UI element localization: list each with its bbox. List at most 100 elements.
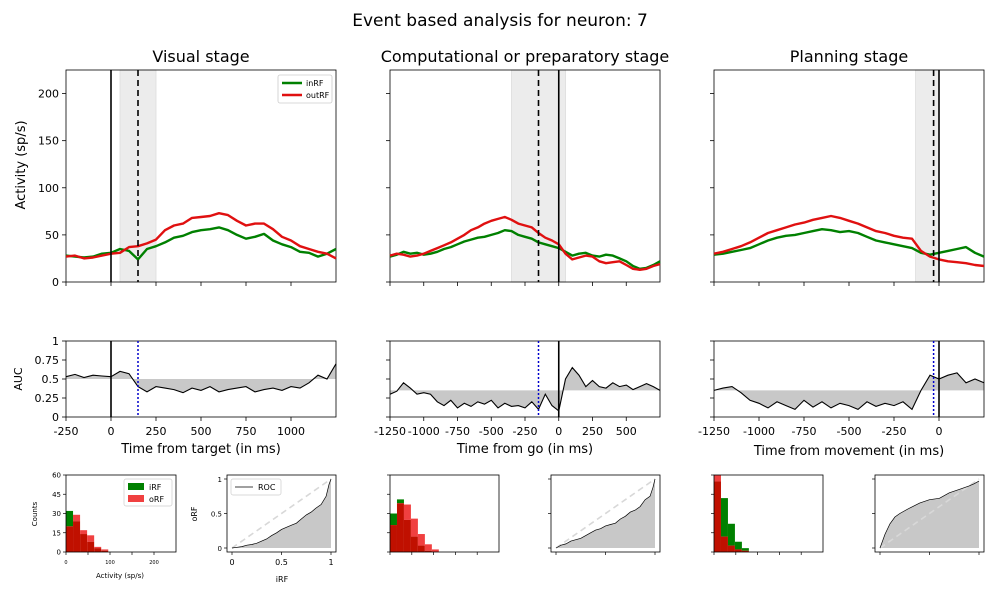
auc-significance-fill [390,367,660,411]
y-tick-label: 200 [38,88,59,101]
x-tick-label: 0 [555,425,562,438]
x-tick-label: 0 [229,558,234,567]
x-tick-label: -1000 [408,425,440,438]
y-tick-label: 0 [52,411,59,424]
histogram-bar-overlap [741,550,749,552]
roc-x-axis-label: iRF [276,575,289,584]
visual-stage-activity-panel: Visual stage Activity (sp/s) 0 50 100 150 20… [14,47,337,289]
y-tick-label: 50 [45,229,59,242]
x-tick-label: -250 [54,425,79,438]
planning-auc-x-axis-label: Time from movement (in ms) [753,444,944,459]
histogram-bar-overlap [396,503,404,552]
activity-y-axis-label: Activity (sp/s) [14,120,29,209]
x-tick-label: 750 [236,425,257,438]
y-tick-label: 150 [38,135,59,148]
computational-stage-title: Computational or preparatory stage [381,47,670,66]
legend-label-inrf: inRF [306,79,324,88]
histogram-bar [66,510,74,527]
x-tick-label: -250 [882,425,907,438]
x-tick-label: 0.5 [275,558,288,567]
x-tick-label: -500 [837,425,862,438]
histogram-bar-overlap [403,519,411,552]
legend-label-outrf: outRF [306,91,330,100]
histogram-bar [727,523,735,546]
roc-area-fill [556,479,655,548]
activity-legend: inRF outRF [277,74,333,104]
computational-auc-x-axis-label: Time from go (in ms) [456,442,593,457]
plot-frame [713,69,985,283]
computational-stage-roc-panel [548,474,661,555]
series-line-outrf [65,211,337,260]
legend-swatch-orf [128,495,144,502]
histogram-bar-overlap [87,541,95,552]
histogram-bar [396,499,404,504]
roc-curve [879,480,980,549]
planning-stage-roc-panel [872,474,985,555]
histogram-bar-overlap [734,549,742,552]
planning-stage-title: Planning stage [790,47,908,66]
x-tick-label: 100 [105,560,115,566]
y-tick-label: 30 [52,510,61,518]
x-tick-label: 1000 [277,425,305,438]
series-line-inrf [389,228,661,270]
x-tick-label: 0 [64,560,67,566]
roc-area-fill [880,481,979,548]
y-tick-label: 0.5 [42,373,60,386]
planning-stage-activity-panel: Planning stage [710,47,985,286]
roc-y-axis-label: oRF [190,506,199,521]
histogram-bar-overlap [714,481,721,552]
histogram-bar-overlap [390,525,397,552]
x-tick-label: 500 [616,425,637,438]
legend-label-orf: oRF [149,495,164,504]
auc-y-axis-label: AUC [12,367,25,391]
histogram-bar-overlap [66,526,74,552]
hist-x-axis-label: Activity (sp/s) [96,572,144,580]
visual-stage-histogram-panel: Counts Activity (sp/s) 0 15 30 45 60 0 100 200 i… [31,472,177,580]
computational-stage-auc-panel: Time from go (in ms) -1250 -1000 -750 -500-… [374,340,661,457]
histogram-bar-overlap [720,536,728,552]
roc-legend: ROC [230,478,282,496]
y-tick-label: 1 [218,476,222,484]
y-tick-label: 45 [52,491,61,499]
y-tick-label: 0 [57,549,61,557]
histogram-bar [94,546,102,549]
histogram-bar [431,549,439,552]
histogram-bar [73,514,81,522]
legend-swatch-irf [128,483,144,490]
histogram-bar [101,549,109,551]
x-tick-label: -250 [513,425,538,438]
y-tick-label: 0 [52,276,59,289]
roc-curve [231,478,332,549]
computational-stage-activity-panel: Computational or preparatory stage [381,47,670,286]
roc-chance-diagonal [231,478,332,549]
legend-label-irf: iRF [149,483,162,492]
histogram-bar [417,534,425,546]
visual-stage-title: Visual stage [152,47,249,66]
visual-auc-x-axis-label: Time from target (in ms) [120,442,281,457]
histogram-bar-overlap [73,521,81,552]
histogram-bar [734,541,742,550]
roc-area-fill [232,479,331,548]
histogram-bar [741,548,749,551]
x-tick-label: 0 [108,425,115,438]
roc-curve [555,478,656,549]
histogram-bar [87,535,95,542]
legend-label-roc: ROC [258,483,276,492]
roc-chance-diagonal [879,478,980,549]
x-tick-label: -750 [445,425,470,438]
histogram-legend: iRF oRF [123,478,173,507]
auc-significance-fill [66,363,336,393]
x-tick-label: 250 [146,425,167,438]
series-line-outrf [713,214,985,268]
series-line-outrf [389,215,661,271]
y-tick-label: 0.75 [35,354,60,367]
histogram-bar [720,498,728,537]
y-tick-label: 100 [38,182,59,195]
histogram-bar-overlap [417,545,425,552]
planning-stage-histogram-panel [711,474,824,555]
y-tick-label: 1 [52,335,59,348]
x-tick-label: -1250 [698,425,730,438]
y-tick-label: 60 [52,472,61,480]
hist-y-axis-label: Counts [31,501,39,526]
auc-significance-fill [714,372,984,410]
